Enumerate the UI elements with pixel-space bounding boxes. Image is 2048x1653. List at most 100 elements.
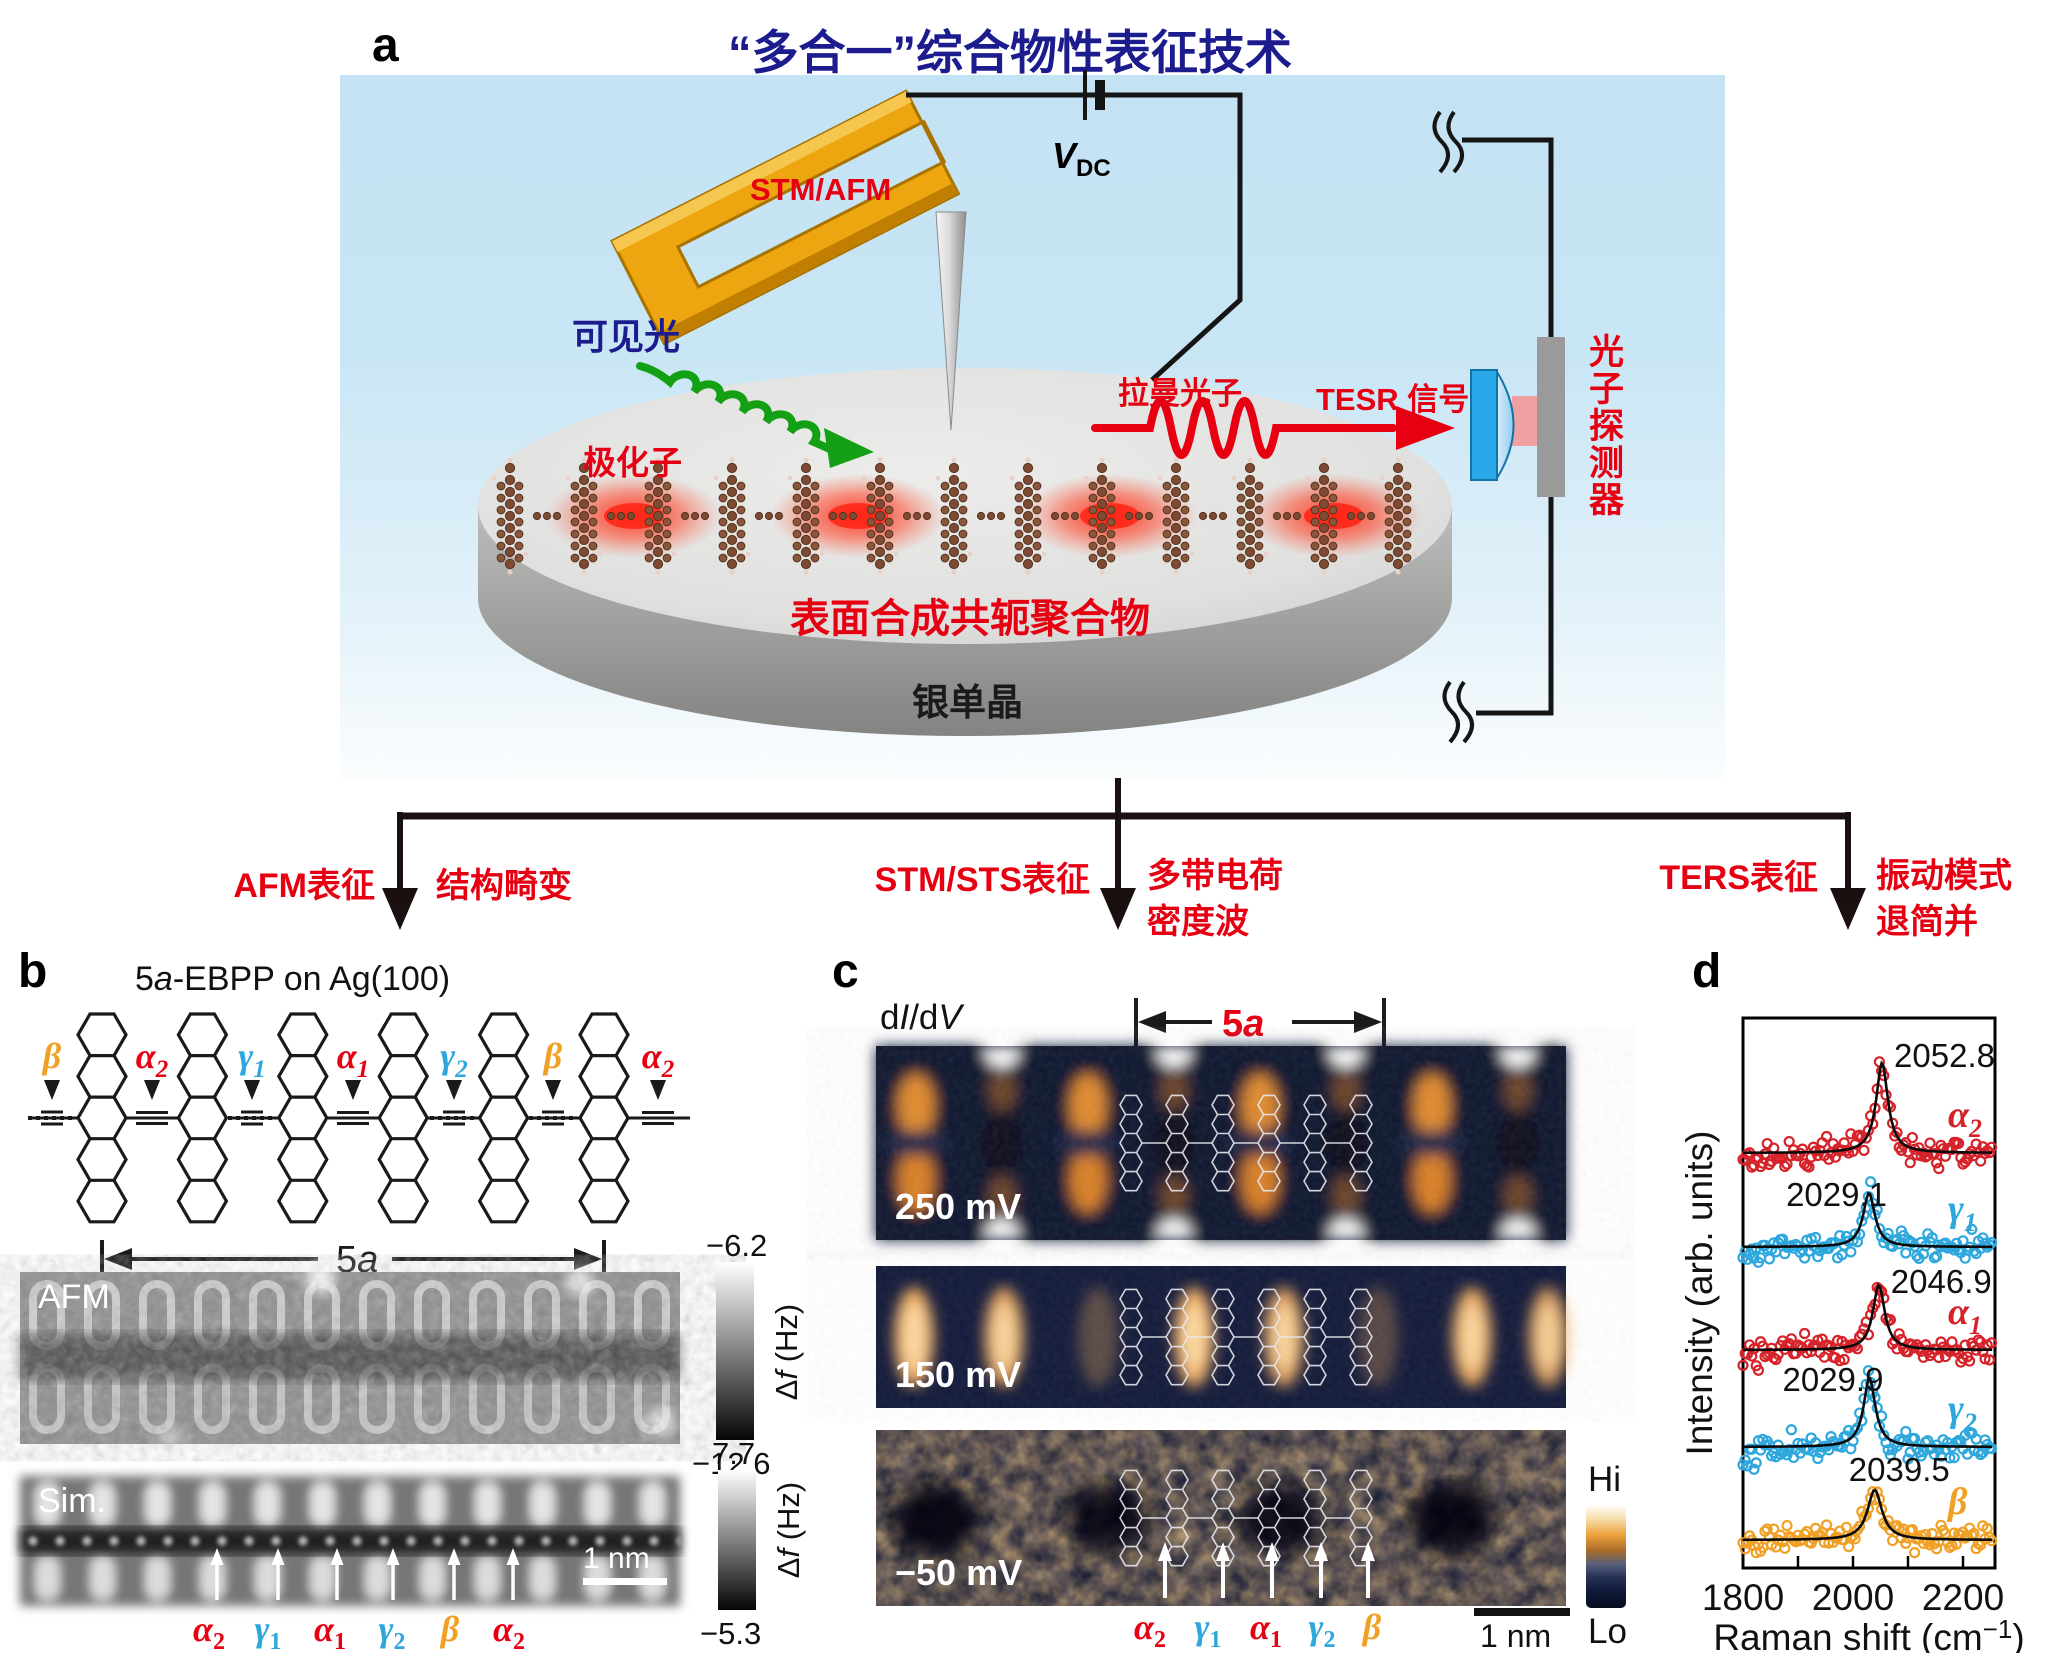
span-5a-label-c: 5a: [1222, 1003, 1264, 1045]
stm-image-neg50mv: [876, 1430, 1566, 1606]
bond-site-arrow: [44, 1080, 60, 1100]
sim-colorbar: [718, 1470, 756, 1610]
stm-scalebar-label: 1 nm: [1480, 1618, 1552, 1653]
polymer-unit: [861, 457, 932, 575]
bond-site-arrow: [650, 1080, 666, 1100]
molecule-overlay-150mv: [1119, 1288, 1373, 1386]
lorentzian-fit: [1743, 1376, 1993, 1449]
afm-colorbar: [716, 1262, 754, 1440]
site-label-γ2: γ2: [378, 1609, 406, 1653]
bond-site-label: β: [41, 1036, 62, 1076]
wire-break-top-icon: [1432, 110, 1464, 174]
site-label-α1: α1: [314, 1609, 346, 1653]
site-label-β: β: [440, 1609, 460, 1649]
spectrum-series-α1: [1737, 1281, 1998, 1376]
x-tick-label: 1800: [1702, 1577, 1784, 1618]
detector-wire: [1462, 137, 1554, 716]
lorentzian-fit: [1743, 1191, 1993, 1249]
sim-colorbar-unit: Δf (Hz): [771, 1481, 806, 1579]
branch-ters-method: TERS表征: [1659, 859, 1818, 897]
site-label-β: β: [1362, 1607, 1382, 1647]
peak-annotation: 2046.9: [1891, 1263, 1992, 1300]
polymer-unit: [1009, 457, 1080, 575]
polymer-unit: [1083, 457, 1154, 575]
site-label-γ1: γ1: [254, 1609, 282, 1653]
chart-frame: [1741, 1016, 1997, 1570]
stm-scalebar: [1474, 1608, 1570, 1616]
stm-image-150mv: [876, 1266, 1568, 1408]
sim-scalebar: [583, 1578, 667, 1585]
stm-tip: [935, 211, 967, 431]
bond-site-label: α2: [136, 1036, 168, 1083]
spectrum-series-β: [1737, 1486, 1998, 1559]
branch-afm-method: AFM表征: [233, 867, 375, 905]
voltage-label-neg50: −50 mV: [895, 1552, 1023, 1593]
stm-image-250mv: [876, 1046, 1566, 1240]
sim-image-label: Sim.: [38, 1482, 106, 1520]
bond-site-label: α1: [337, 1036, 369, 1083]
branch-ters-result1: 振动模式: [1876, 857, 2012, 895]
voltage-label-150: 150 mV: [895, 1354, 1022, 1395]
silver-crystal-label: 银单晶: [912, 682, 1023, 723]
branch-arrow-left: [382, 888, 418, 930]
polymer-label: 表面合成共轭聚合物: [790, 597, 1150, 641]
polymer-unit: [1305, 457, 1376, 575]
detector-sensor: [1512, 396, 1537, 446]
x-axis-label: Raman shift (cm−1): [1713, 1614, 2024, 1653]
polymer-unit: [935, 457, 1006, 575]
acene-backbone: [1119, 1094, 1373, 1192]
molecule-overlay-250mv: [1119, 1094, 1373, 1192]
panel-b-label: b: [18, 945, 48, 998]
polymer-unit: [1379, 457, 1417, 575]
voltage-label-250: 250 mV: [895, 1186, 1022, 1227]
polymer-unit: [565, 457, 636, 575]
lorentzian-fit: [1743, 1283, 1993, 1352]
bond-site-arrow: [545, 1080, 561, 1100]
dark-blobs-neg50mv: [894, 1482, 1494, 1556]
silver-crystal-disk: [478, 368, 1452, 736]
polymer-unit: [787, 457, 858, 575]
sim-colorbar-min: −5.3: [700, 1616, 762, 1651]
polymer-unit: [713, 457, 784, 575]
branch-sts-result2: 密度波: [1147, 903, 1249, 941]
series-label: α2: [1948, 1094, 1982, 1143]
spectrum-series-γ1: [1737, 1176, 1998, 1268]
polymer-unit: [491, 457, 562, 575]
polymer-chain: [491, 457, 1422, 575]
peak-annotation: 2039.5: [1849, 1451, 1950, 1488]
lens-body: [1470, 369, 1498, 481]
site-label-α2: α2: [1134, 1607, 1166, 1653]
lens-dome: [1496, 368, 1515, 482]
stm-afm-label: STM/AFM: [750, 172, 892, 207]
site-label-γ2: γ2: [1308, 1607, 1336, 1653]
bond-site-label: γ1: [238, 1036, 265, 1083]
sim-site-arrows: [210, 1548, 520, 1600]
peak-annotation: 2052.8: [1894, 1037, 1995, 1074]
panel-c-span-arrow: 5a: [1134, 998, 1386, 1046]
bond-site-arrow: [345, 1080, 361, 1100]
panel-b-title: 5a-EBPP on Ag(100): [135, 960, 451, 998]
lorentzian-fit: [1743, 1488, 1993, 1542]
branch-arrow-center: [1100, 888, 1136, 930]
polymer-unit: [1231, 457, 1302, 575]
bond-site-arrow: [144, 1080, 160, 1100]
sim-colorbar-max: 7.7: [712, 1436, 756, 1471]
wire-break-bottom-icon: [1442, 680, 1474, 744]
peak-annotation: 2029.1: [1786, 1176, 1887, 1213]
y-axis-label: Intensity (arb. units): [1679, 1131, 1720, 1456]
bias-circuit-wire: [906, 92, 1243, 382]
bond-site-arrow: [446, 1080, 462, 1100]
fork-top-highlight: [612, 91, 912, 252]
branch-afm-result: 结构畸变: [436, 867, 572, 905]
didv-label: dI/dV: [880, 998, 962, 1037]
bond-site-arrow: [244, 1080, 260, 1100]
visible-light-arrow: [636, 362, 874, 468]
site-label-α1: α1: [1250, 1607, 1282, 1653]
site-label-α2: α2: [493, 1609, 525, 1653]
branch-sts-method: STM/STS表征: [874, 861, 1090, 899]
bond-site-label: α2: [642, 1036, 674, 1083]
vdc-label: VDC: [1052, 135, 1111, 183]
